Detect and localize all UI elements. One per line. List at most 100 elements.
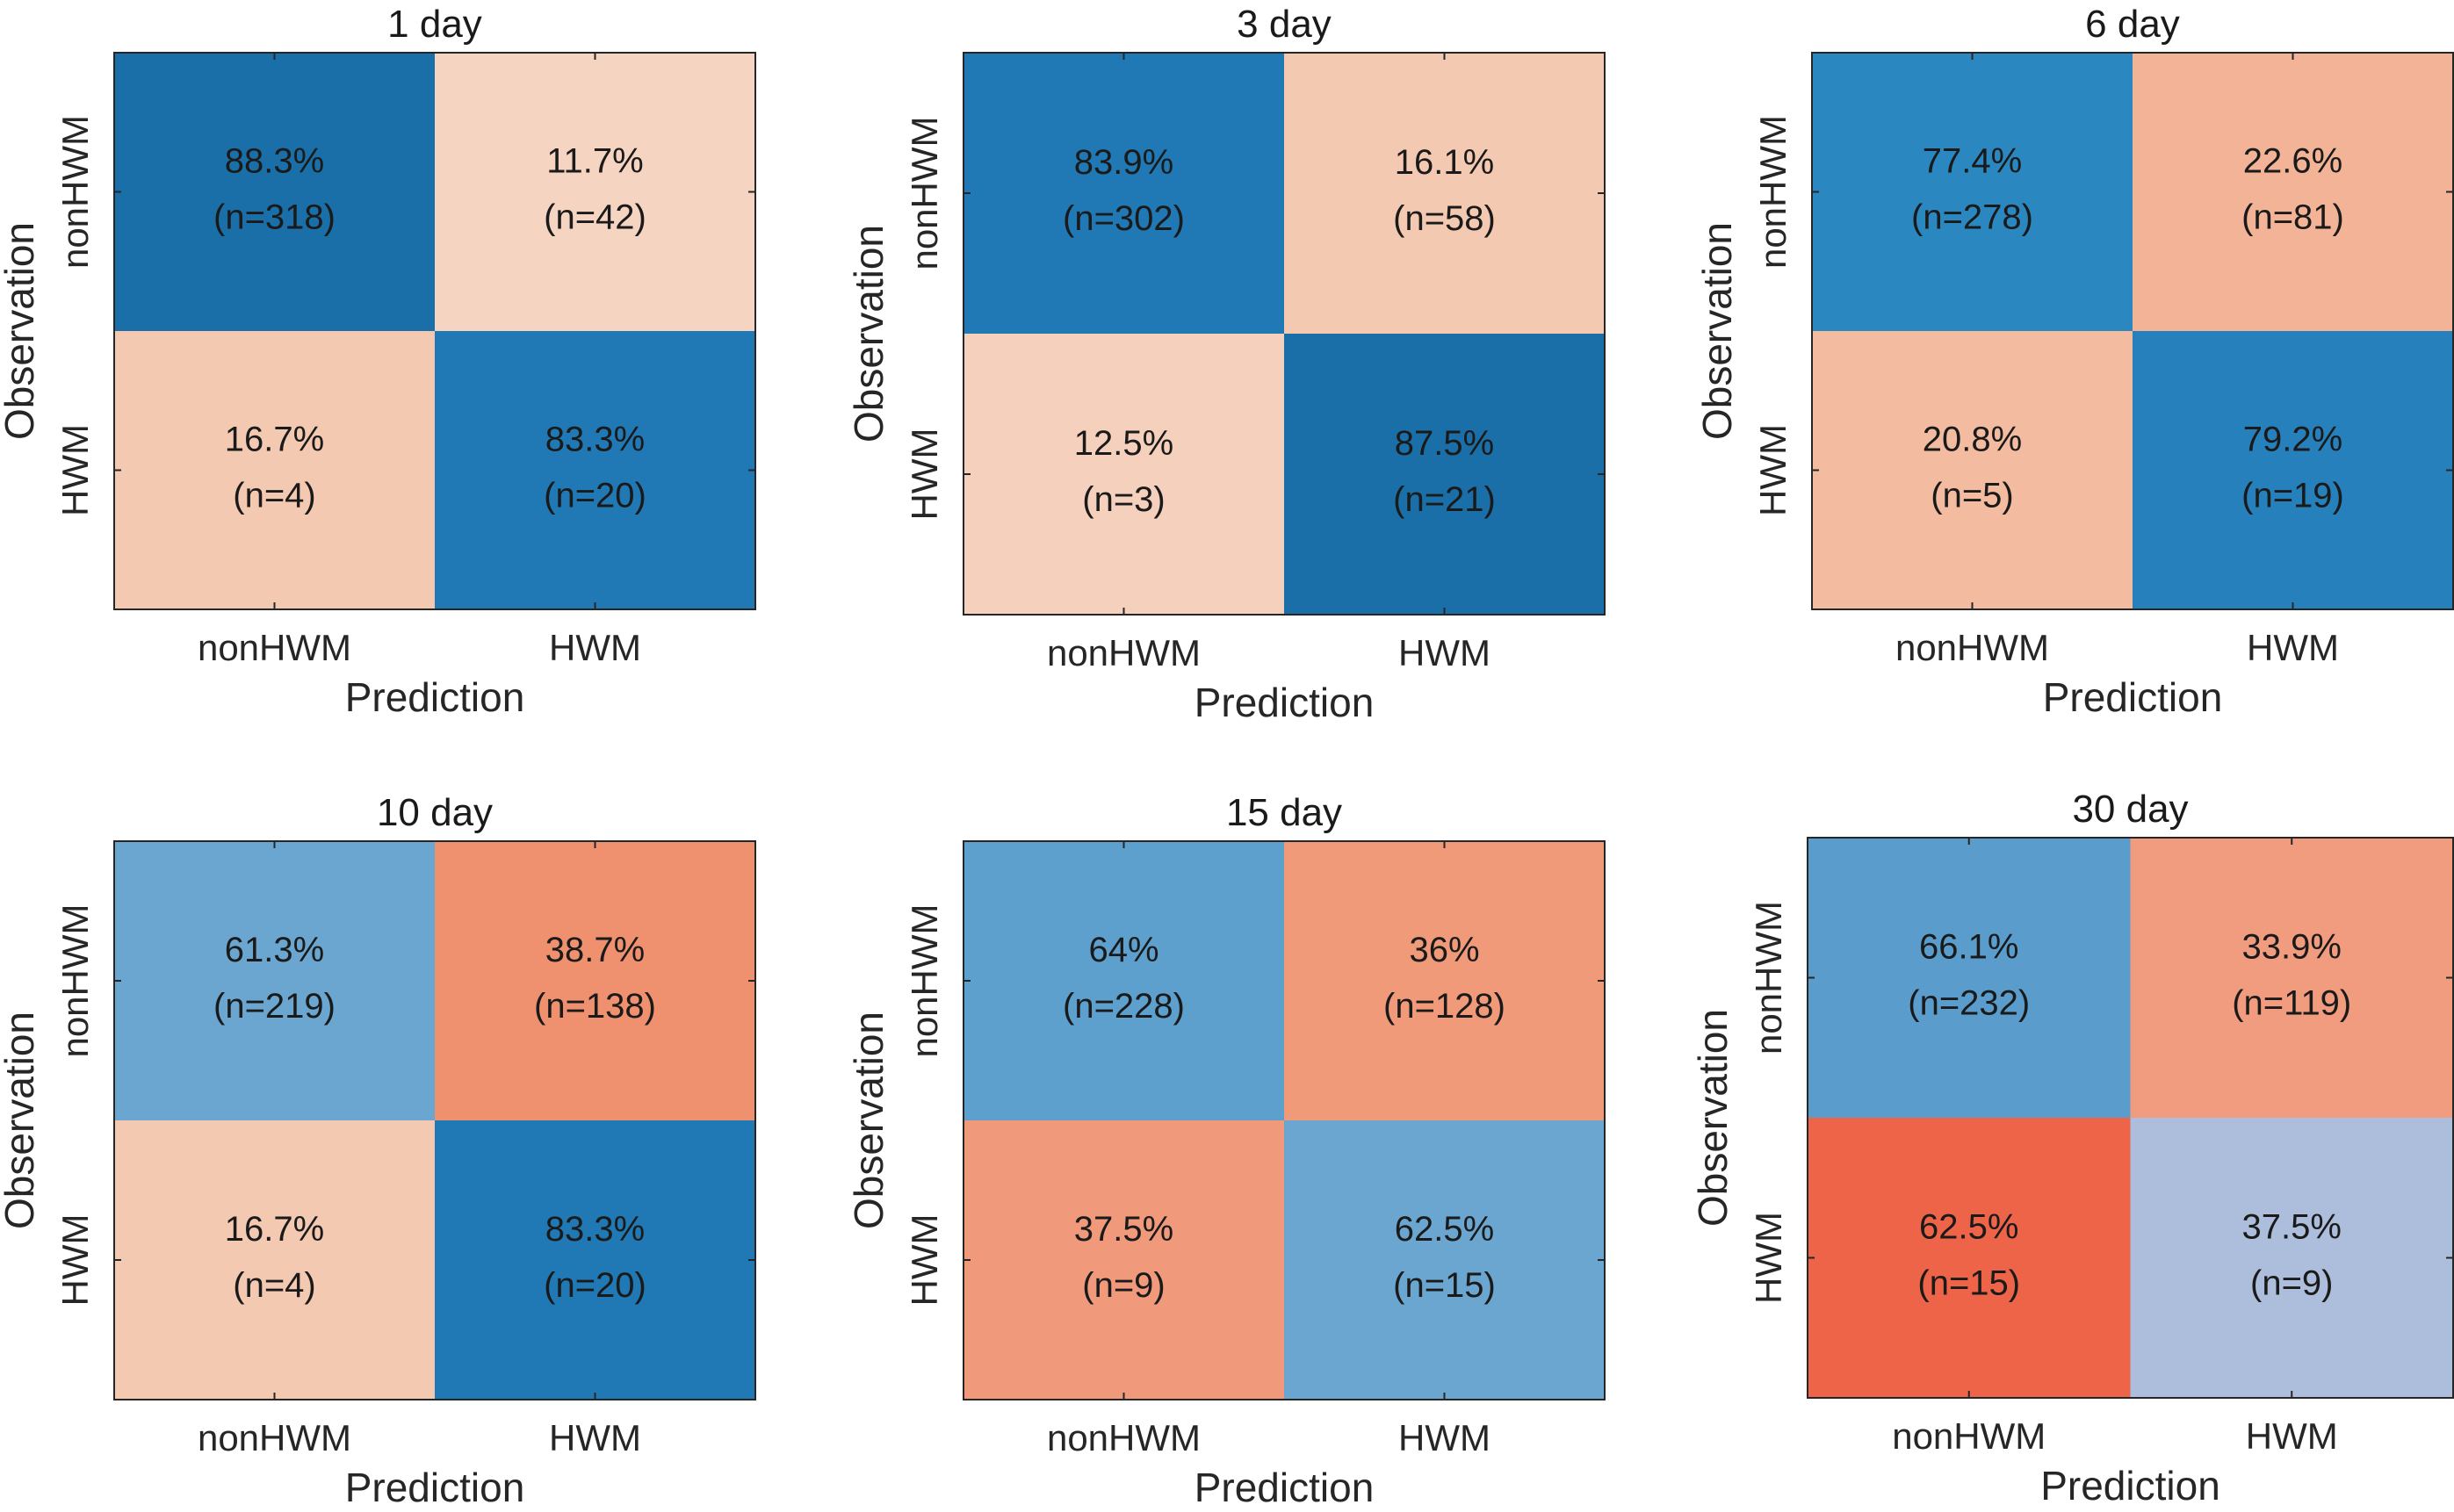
cell-percent-label: 62.5%	[1395, 1210, 1494, 1249]
cell-percent-label: 38.7%	[545, 931, 645, 969]
y-axis-label: Observation	[0, 222, 42, 440]
cell-count-label: (n=228)	[1063, 987, 1185, 1026]
x-tick-label: nonHWM	[1047, 632, 1201, 673]
y-tick-label: HWM	[904, 1214, 945, 1307]
cell-r1-c1	[114, 841, 435, 1120]
cell-r2-c1	[964, 334, 1284, 615]
cell-count-label: (n=42)	[544, 198, 646, 237]
cell-count-label: (n=20)	[544, 1266, 646, 1305]
cell-percent-label: 61.3%	[225, 931, 324, 969]
x-tick-label: HWM	[1398, 632, 1490, 673]
x-tick-label: HWM	[2246, 1415, 2338, 1457]
confusion-matrix-1: 88.3% (n=318) 11.7% (n=42) 16.7% (n=4) 83.3% (n…	[0, 3, 756, 720]
x-tick-label: nonHWM	[1047, 1417, 1201, 1458]
x-axis-label: Prediction	[1195, 1465, 1375, 1510]
x-tick-label: nonHWM	[1892, 1415, 2046, 1457]
confusion-matrix-2: 83.9% (n=302) 16.1% (n=58) 12.5% (n=3) 87.5% (n…	[846, 3, 1606, 725]
cell-count-label: (n=318)	[213, 198, 336, 237]
cell-percent-label: 88.3%	[225, 142, 324, 181]
cell-count-label: (n=9)	[2250, 1264, 2334, 1303]
chart-title: 1 day	[387, 3, 482, 46]
x-tick-label: HWM	[2247, 627, 2339, 668]
axes-box	[113, 840, 756, 1400]
cell-count-label: (n=4)	[233, 1266, 316, 1305]
confusion-matrix-4: 61.3% (n=219) 38.7% (n=138) 16.7% (n=4) 83.3% (…	[0, 791, 756, 1510]
cell-count-label: (n=119)	[2232, 984, 2351, 1023]
cell-count-label: (n=58)	[1393, 199, 1496, 238]
cell-r2-c2	[1284, 1120, 1605, 1400]
confusion-matrix-5: 64% (n=228) 36% (n=128) 37.5% (n=9) 62.5% (n=15…	[846, 791, 1606, 1510]
cell-r2-c2	[1284, 334, 1605, 615]
cell-r1-c2	[435, 53, 755, 331]
y-tick-label: HWM	[54, 1214, 96, 1307]
cell-percent-label: 64%	[1088, 931, 1158, 969]
axes-box	[1807, 837, 2454, 1399]
cell-r2-c1	[114, 1120, 435, 1400]
cell-count-label: (n=81)	[2241, 198, 2344, 237]
cell-r2-c1	[114, 331, 435, 609]
cell-r1-c2	[2130, 838, 2453, 1118]
y-tick-label: HWM	[1748, 1212, 1789, 1304]
y-tick-label: nonHWM	[1752, 115, 1794, 269]
cell-count-label: (n=20)	[544, 477, 646, 515]
chart-title: 15 day	[1226, 791, 1342, 834]
x-axis-label: Prediction	[2040, 1463, 2220, 1508]
x-axis-label: Prediction	[345, 674, 525, 720]
cell-percent-label: 16.7%	[225, 1210, 324, 1249]
y-tick-label: nonHWM	[904, 116, 945, 270]
cell-count-label: (n=4)	[233, 477, 316, 515]
cell-percent-label: 22.6%	[2243, 142, 2342, 181]
y-tick-label: HWM	[54, 424, 96, 516]
cell-count-label: (n=302)	[1063, 199, 1185, 238]
y-axis-label: Observation	[1694, 222, 1740, 440]
cell-count-label: (n=19)	[2241, 477, 2344, 515]
cell-percent-label: 33.9%	[2242, 928, 2342, 967]
cell-r2-c2	[2130, 1118, 2453, 1398]
cell-count-label: (n=219)	[213, 987, 336, 1026]
y-axis-label: Observation	[846, 225, 891, 443]
cell-percent-label: 77.4%	[1923, 142, 2022, 181]
cell-percent-label: 36%	[1409, 931, 1479, 969]
cell-count-label: (n=21)	[1393, 480, 1496, 519]
cell-percent-label: 16.1%	[1395, 143, 1494, 182]
chart-title: 10 day	[377, 791, 493, 834]
x-axis-label: Prediction	[1195, 680, 1375, 725]
cell-percent-label: 62.5%	[1919, 1208, 2018, 1247]
cell-count-label: (n=9)	[1082, 1266, 1166, 1305]
y-tick-label: nonHWM	[54, 904, 96, 1057]
x-tick-label: nonHWM	[1895, 627, 2049, 668]
cell-r1-c1	[1812, 53, 2133, 331]
cell-r2-c1	[1808, 1118, 2131, 1398]
y-tick-label: nonHWM	[1748, 901, 1789, 1055]
cell-percent-label: 12.5%	[1074, 424, 1173, 463]
chart-title: 30 day	[2072, 788, 2188, 831]
cell-percent-label: 79.2%	[2243, 421, 2342, 459]
cell-count-label: (n=128)	[1383, 987, 1505, 1026]
cell-percent-label: 11.7%	[546, 142, 643, 181]
chart-title: 3 day	[1237, 3, 1332, 46]
cell-count-label: (n=138)	[534, 987, 656, 1026]
cell-percent-label: 83.9%	[1074, 143, 1173, 182]
chart-title: 6 day	[2085, 3, 2180, 46]
cell-count-label: (n=5)	[1931, 477, 2014, 515]
axes-box	[963, 840, 1606, 1400]
x-axis-label: Prediction	[345, 1465, 525, 1510]
cell-percent-label: 83.3%	[545, 421, 645, 459]
axes-box	[963, 52, 1606, 616]
cell-count-label: (n=15)	[1393, 1266, 1496, 1305]
y-tick-label: nonHWM	[904, 904, 945, 1057]
cell-r1-c1	[964, 841, 1284, 1120]
y-axis-label: Observation	[0, 1012, 42, 1229]
x-tick-label: HWM	[549, 1417, 641, 1458]
confusion-matrix-6: 66.1% (n=232) 33.9% (n=119) 62.5% (n=15) 37.5%…	[1690, 788, 2454, 1508]
cell-percent-label: 37.5%	[1074, 1210, 1173, 1249]
y-tick-label: HWM	[1752, 424, 1794, 516]
cell-r1-c2	[435, 841, 755, 1120]
cell-count-label: (n=278)	[1911, 198, 2033, 237]
x-tick-label: nonHWM	[198, 1417, 351, 1458]
y-tick-label: nonHWM	[54, 115, 96, 269]
cell-percent-label: 66.1%	[1919, 928, 2018, 967]
cell-percent-label: 20.8%	[1923, 421, 2022, 459]
confusion-matrix-3: 77.4% (n=278) 22.6% (n=81) 20.8% (n=5) 79.2% (n…	[1694, 3, 2454, 720]
